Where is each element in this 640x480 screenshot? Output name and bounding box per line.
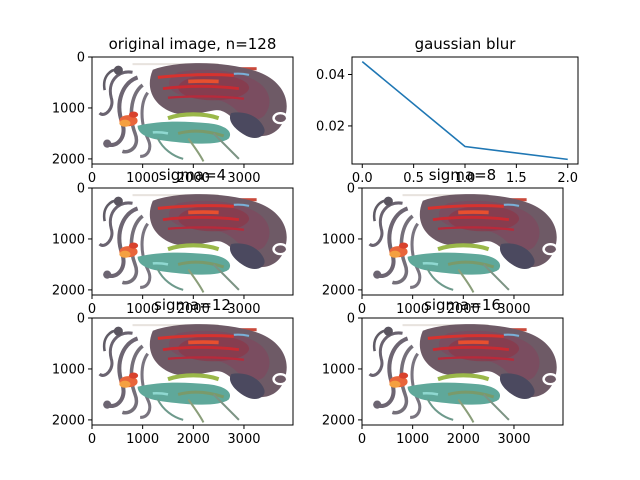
x-tick-label: 1000 [126,302,159,317]
x-tick-label: 2000 [447,302,480,317]
x-tick-label: 1000 [126,432,159,447]
y-tick-label: 0 [77,312,85,327]
subplot-3: sigma=4 [52,166,294,317]
y-tick-label: 1000 [52,362,85,377]
x-tick-label: 2000 [177,171,210,186]
y-tick-label: 2000 [52,283,85,298]
x-tick-label: 1000 [396,432,429,447]
axes-frame [91,317,294,426]
image-panel [92,188,293,295]
axes-frame [361,187,564,296]
x-tick-label: 0 [88,171,96,186]
x-tick-label: 2000 [447,432,480,447]
y-tick-label: 1000 [52,232,85,247]
x-tick-label: 0 [88,302,96,317]
x-tick-label: 0 [358,432,366,447]
x-tick-label: 0.5 [403,171,424,186]
y-tick-label: 0 [77,182,85,197]
subplot-title: gaussian blur [415,35,517,53]
y-tick-label: 2000 [322,283,355,298]
y-tick-label: 2000 [52,413,85,428]
y-tick-label: 0.04 [316,68,345,83]
y-tick-label: 0 [77,51,85,66]
subplot-1: original image, n=128 [52,35,294,186]
x-tick-label: 0 [88,432,96,447]
y-tick-label: 0 [347,182,355,197]
subplot-2: gaussian blur 0.0 0.5 1.0 1.5 2.0 0.04 0.02 [316,35,579,186]
axes-frame [91,187,294,296]
y-tick-label: 0.02 [316,119,345,134]
y-tick-label: 1000 [322,362,355,377]
x-tick-label: 3000 [227,432,260,447]
subplot-6: sigma=16 [322,296,564,447]
y-tick-label: 0 [347,312,355,327]
y-tick-label: 2000 [322,413,355,428]
y-tick-label: 2000 [52,152,85,167]
x-tick-label: 3000 [497,302,530,317]
y-tick-label: 1000 [322,232,355,247]
series-line [361,61,568,161]
image-panel [362,318,563,425]
x-tick-label: 2000 [177,432,210,447]
x-tick-label: 3000 [227,302,260,317]
subplot-title: sigma=4 [159,166,226,184]
x-tick-label: 1000 [396,302,429,317]
x-tick-label: 1000 [126,171,159,186]
axes-frame [351,56,579,165]
axes-frame [91,56,294,165]
x-tick-label: 1.5 [506,171,527,186]
x-tick-label: 3000 [497,432,530,447]
subplot-title: sigma=16 [424,296,501,314]
x-tick-label: 0.0 [352,171,373,186]
subplot-title: original image, n=128 [109,35,277,53]
x-tick-label: 2000 [177,302,210,317]
x-tick-label: 0 [358,302,366,317]
image-panel [92,57,293,164]
y-tick-label: 1000 [52,101,85,116]
subplot-title: sigma=12 [154,296,231,314]
subplot-5: sigma=12 [52,296,294,447]
x-tick-label: 1.0 [455,171,476,186]
subplot-title: sigma=8 [429,166,496,184]
axes-frame [361,317,564,426]
image-panel [362,188,563,295]
image-panel [92,318,293,425]
x-tick-label: 2.0 [557,171,578,186]
subplot-4: sigma=8 [322,166,564,317]
x-tick-label: 3000 [227,171,260,186]
